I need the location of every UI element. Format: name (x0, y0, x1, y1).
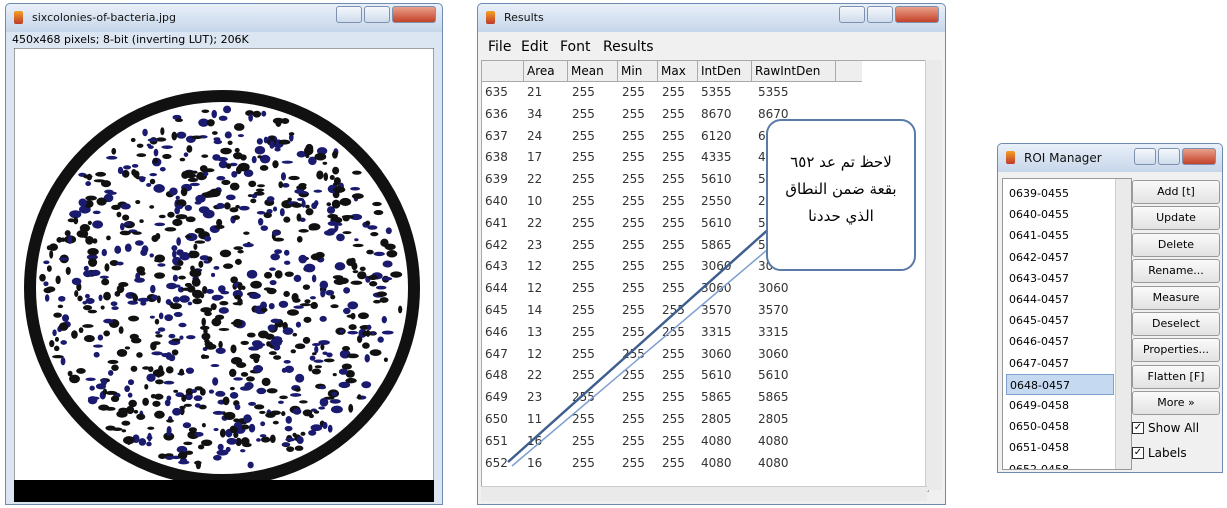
java-icon (1006, 151, 1015, 164)
callout-line: الذي حددنا (808, 207, 874, 226)
close[interactable] (1182, 148, 1216, 165)
checkbox-row[interactable]: ✓ Show All (1132, 421, 1199, 435)
title-bar: ROI Manager (998, 144, 1222, 172)
roi-button[interactable]: Add [t] (1132, 180, 1220, 204)
roi-button[interactable]: Deselect (1132, 312, 1220, 336)
callout-line: بقعة ضمن النطاق (785, 180, 896, 198)
checkbox-label: Labels (1148, 446, 1187, 460)
checkbox-label: Show All (1148, 421, 1199, 435)
callout-pointer-shadow (512, 222, 800, 466)
roi-button[interactable]: Measure (1132, 286, 1220, 310)
maximize[interactable] (1158, 148, 1180, 165)
roi-item[interactable]: 0647-0457 (1006, 353, 1114, 374)
roi-button[interactable]: Properties... (1132, 338, 1220, 362)
roi-list-box: 0639-04550640-04550641-04550642-04570643… (1002, 178, 1132, 470)
callout-line: لاحظ تم عد ٦٥٢ (790, 153, 892, 171)
roi-item[interactable]: 0645-0457 (1006, 310, 1114, 331)
roi-item[interactable]: 0650-0458 (1006, 416, 1114, 437)
roi-button[interactable]: More » (1132, 391, 1220, 415)
callout-pointer (508, 210, 790, 462)
checkbox[interactable]: ✓ (1132, 447, 1144, 459)
roi-item[interactable]: 0646-0457 (1006, 331, 1114, 352)
roi-manager-window: ROI Manager 0639-04550640-04550641-04550… (997, 143, 1223, 473)
roi-item[interactable]: 0639-0455 (1006, 183, 1114, 204)
checkbox[interactable]: ✓ (1132, 422, 1144, 434)
roi-item[interactable]: 0642-0457 (1006, 247, 1114, 268)
page: {"image_window": {"title": "sixcolonies-… (0, 0, 1227, 508)
roi-item[interactable]: 0641-0455 (1006, 225, 1114, 246)
roi-item[interactable]: 0643-0457 (1006, 268, 1114, 289)
roi-item[interactable]: 0648-0457 (1006, 374, 1114, 395)
roi-item[interactable]: 0640-0455 (1006, 204, 1114, 225)
roi-item[interactable]: 0644-0457 (1006, 289, 1114, 310)
minimize[interactable] (1134, 148, 1156, 165)
roi-button[interactable]: Delete (1132, 233, 1220, 257)
roi-button[interactable]: Update (1132, 206, 1220, 230)
window-buttons (1134, 148, 1216, 165)
roi-button[interactable]: Flatten [F] (1132, 365, 1220, 389)
window-title: ROI Manager (1024, 151, 1102, 165)
roi-item[interactable]: 0649-0458 (1006, 395, 1114, 416)
roi-button[interactable]: Rename... (1132, 259, 1220, 283)
roi-item[interactable]: 0652-0458 (1006, 459, 1114, 470)
roi-scrollbar[interactable] (1115, 179, 1131, 469)
checkbox-row[interactable]: ✓ Labels (1132, 446, 1187, 460)
roi-item[interactable]: 0651-0458 (1006, 437, 1114, 458)
